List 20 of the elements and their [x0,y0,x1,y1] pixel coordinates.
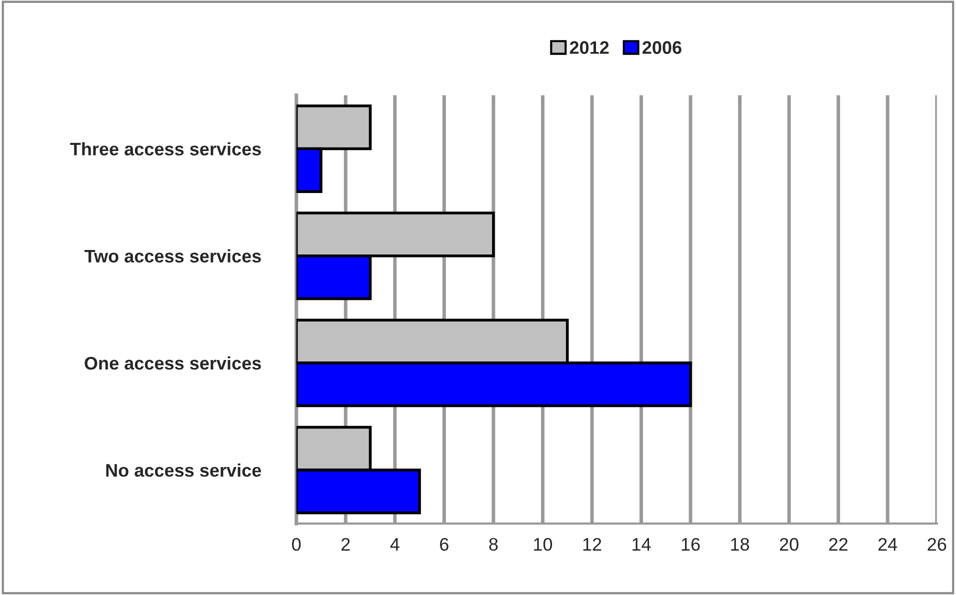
y-tick-label: Three access services [70,142,261,156]
x-tick-label: 8 [489,538,498,551]
x-tick-label: 6 [440,538,448,551]
y-tick-label: No access service [106,464,262,477]
x-tick-label: 14 [632,538,651,551]
x-tick-label: 0 [292,538,301,551]
x-tick-label: 10 [534,538,552,551]
x-tick-label: 22 [829,538,848,551]
x-tick-label: 16 [682,538,700,551]
x-tick-label: 12 [583,538,602,551]
x-tick-label: 4 [390,538,400,551]
y-tick-label: One access services [84,356,261,370]
x-tick-label: 18 [731,538,750,551]
x-tick-label: 20 [780,538,798,551]
legend-label: 2006 [642,41,682,54]
y-tick-label: Two access services [84,249,261,263]
x-tick-label: 26 [928,538,946,551]
x-tick-label: 2 [342,538,350,551]
legend-label: 2012 [570,41,609,54]
x-tick-label: 24 [878,538,898,551]
